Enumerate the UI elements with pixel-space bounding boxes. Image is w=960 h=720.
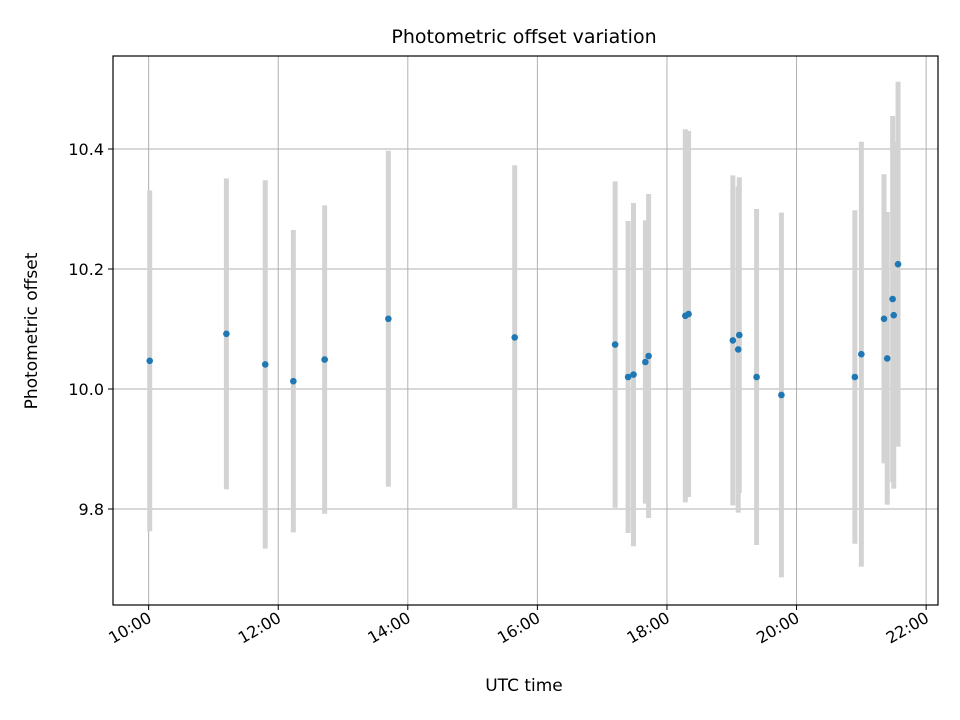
x-tick-label: 10:00 [105, 608, 154, 648]
y-tick-label: 10.2 [68, 260, 104, 279]
y-tick-label: 10.0 [68, 380, 104, 399]
x-axis-ticks: 10:00 12:00 14:00 16:00 18:00 20:00 22:00 [105, 605, 932, 648]
chart-title: Photometric offset variation [391, 26, 656, 48]
data-point [146, 357, 154, 365]
data-point [611, 341, 619, 348]
x-tick-label: 20:00 [753, 608, 802, 648]
data-point [894, 260, 902, 268]
data-point [890, 311, 898, 319]
data-point [290, 377, 297, 385]
data-point [645, 352, 652, 360]
data-point [729, 337, 737, 344]
data-point [880, 315, 888, 323]
y-tick-label: 9.8 [79, 500, 104, 519]
grid [113, 56, 938, 605]
plot-frame [112, 55, 939, 606]
y-axis-ticks: 9.8 10.0 10.2 10.4 [68, 140, 113, 519]
y-axis-label: Photometric offset [22, 252, 42, 409]
data-point [261, 361, 269, 368]
data-point [624, 373, 632, 381]
data-points [146, 260, 902, 399]
x-tick-label: 12:00 [235, 608, 284, 648]
data-point [858, 350, 865, 358]
data-point [511, 334, 519, 341]
data-point [385, 315, 392, 323]
data-point [736, 331, 743, 339]
data-point [883, 355, 891, 362]
x-tick-label: 22:00 [883, 608, 932, 648]
x-tick-label: 18:00 [624, 608, 673, 648]
data-point [851, 373, 859, 381]
y-tick-label: 10.4 [68, 140, 104, 159]
data-point [321, 356, 328, 363]
data-point [630, 371, 637, 378]
error-bars [147, 81, 901, 578]
data-point [642, 358, 649, 366]
x-axis-label: UTC time [485, 676, 563, 696]
data-point [734, 346, 742, 353]
data-point [223, 330, 230, 338]
data-point [889, 295, 896, 303]
x-tick-label: 16:00 [494, 608, 543, 648]
data-point [778, 391, 785, 399]
data-point [753, 373, 760, 381]
x-tick-label: 14:00 [364, 608, 413, 648]
data-point [685, 310, 692, 318]
